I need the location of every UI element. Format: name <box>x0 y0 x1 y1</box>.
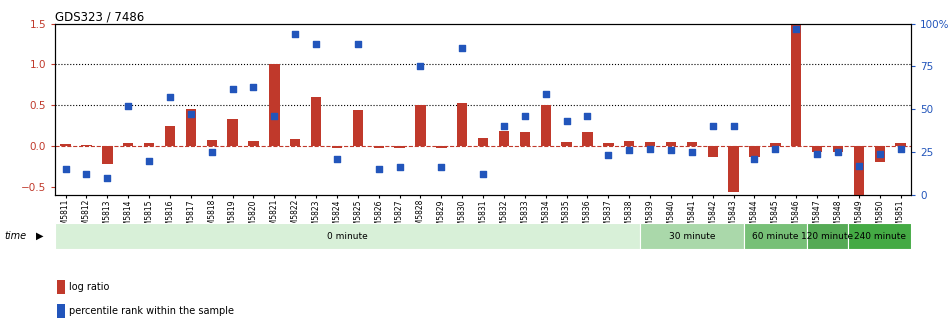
Bar <box>833 146 844 152</box>
Point <box>476 172 491 177</box>
Point <box>580 113 595 119</box>
Bar <box>353 110 363 146</box>
Bar <box>165 126 175 146</box>
Point <box>163 94 178 100</box>
Bar <box>395 146 405 148</box>
Bar <box>437 146 447 148</box>
Point <box>851 163 866 168</box>
Bar <box>561 142 572 146</box>
Text: 240 minute: 240 minute <box>854 232 905 241</box>
Point <box>79 172 94 177</box>
Bar <box>311 97 321 146</box>
Bar <box>57 280 66 294</box>
Bar <box>269 64 280 146</box>
Point <box>622 148 637 153</box>
Point <box>413 64 428 69</box>
Point <box>266 113 281 119</box>
Bar <box>374 146 384 148</box>
Text: 30 minute: 30 minute <box>669 232 715 241</box>
Point <box>788 26 804 31</box>
Bar <box>848 223 911 249</box>
Point <box>308 41 323 47</box>
Point <box>685 150 700 155</box>
Point <box>100 175 115 180</box>
Point <box>664 148 679 153</box>
Bar <box>854 146 864 195</box>
Bar <box>227 119 238 146</box>
Point <box>225 86 241 91</box>
Point <box>184 112 199 117</box>
Bar <box>791 24 802 146</box>
Bar <box>624 141 634 146</box>
Point <box>496 124 512 129</box>
Point <box>204 150 220 155</box>
Bar <box>744 223 806 249</box>
Bar <box>123 143 133 146</box>
Bar <box>206 140 217 146</box>
Text: ▶: ▶ <box>36 231 44 241</box>
Bar <box>332 146 342 148</box>
Point <box>747 156 762 162</box>
Point <box>538 91 553 96</box>
Point <box>434 165 449 170</box>
Bar <box>457 103 468 146</box>
Bar <box>81 145 91 146</box>
Point <box>726 124 741 129</box>
Bar <box>55 223 640 249</box>
Point <box>767 146 783 151</box>
Text: 120 minute: 120 minute <box>802 232 854 241</box>
Point <box>872 151 887 157</box>
Bar <box>57 304 66 318</box>
Bar <box>519 132 530 146</box>
Point <box>287 31 302 37</box>
Point <box>455 45 470 50</box>
Bar <box>770 143 781 146</box>
Point <box>350 41 365 47</box>
Point <box>121 103 136 109</box>
Point <box>517 113 533 119</box>
Bar <box>290 138 301 146</box>
Bar <box>498 131 509 146</box>
Text: percentile rank within the sample: percentile rank within the sample <box>68 306 234 316</box>
Point <box>246 84 262 90</box>
Bar <box>102 146 112 164</box>
Bar <box>896 143 906 146</box>
Bar <box>248 141 259 146</box>
Bar <box>708 146 718 157</box>
Point <box>371 167 386 172</box>
Text: 0 minute: 0 minute <box>327 232 368 241</box>
Point <box>893 146 908 151</box>
Bar <box>749 146 760 157</box>
Text: log ratio: log ratio <box>68 282 109 292</box>
Bar <box>603 143 613 146</box>
Text: time: time <box>5 231 27 241</box>
Point <box>58 167 73 172</box>
Text: GDS323 / 7486: GDS323 / 7486 <box>55 10 145 24</box>
Point <box>142 158 157 163</box>
Bar <box>806 223 848 249</box>
Bar <box>582 132 592 146</box>
Bar <box>640 223 744 249</box>
Point <box>809 151 825 157</box>
Bar <box>144 143 154 146</box>
Point <box>830 150 845 155</box>
Point <box>329 156 344 162</box>
Bar <box>875 146 885 162</box>
Point <box>559 119 574 124</box>
Bar <box>687 142 697 146</box>
Point <box>705 124 720 129</box>
Bar <box>540 105 551 146</box>
Text: 60 minute: 60 minute <box>752 232 799 241</box>
Bar <box>185 109 196 146</box>
Point <box>643 146 658 151</box>
Bar <box>728 146 739 192</box>
Bar <box>60 144 70 146</box>
Bar <box>645 142 655 146</box>
Point <box>392 165 407 170</box>
Bar <box>812 146 823 152</box>
Bar <box>478 138 488 146</box>
Bar <box>666 142 676 146</box>
Bar <box>416 105 426 146</box>
Point <box>601 153 616 158</box>
